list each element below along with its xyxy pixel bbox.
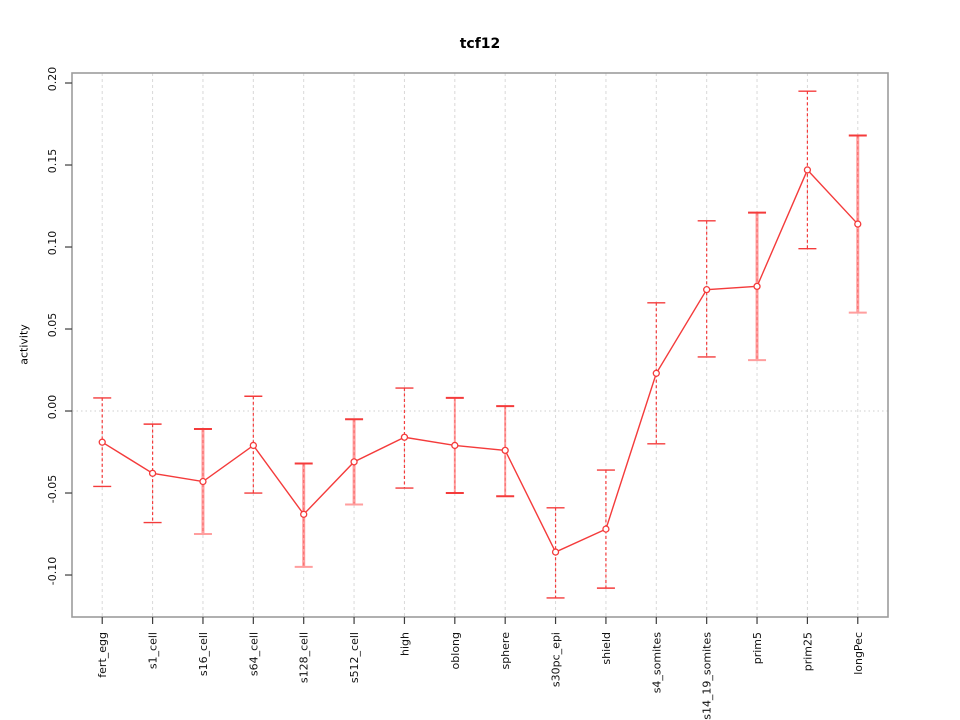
data-point [98, 438, 106, 446]
x-tick-label: shield [600, 632, 613, 665]
x-tick-label: s16_cell [197, 632, 210, 676]
y-tick-label: -0.10 [46, 557, 59, 585]
plot-border [71, 72, 889, 618]
data-point [803, 166, 812, 174]
x-tick-label: fert_egg [96, 632, 109, 678]
x-tick-label: prim5 [751, 632, 764, 664]
x-tick-label: oblong [449, 632, 462, 669]
data-point [451, 441, 459, 450]
data-point [249, 441, 257, 450]
x-tick-label: s64_cell [247, 632, 260, 676]
data-point [551, 548, 560, 556]
data-point [753, 282, 761, 291]
x-tick-label: high [398, 632, 411, 656]
y-tick-label: 0.20 [46, 67, 59, 92]
x-tick-label: sphere [499, 632, 512, 670]
data-point [854, 220, 862, 228]
x-tick-label: s14_19_somites [701, 632, 714, 720]
x-tick-label: s128_cell [298, 632, 311, 683]
y-tick-label: 0.05 [46, 313, 59, 338]
y-tick-label: 0.00 [46, 395, 59, 420]
y-tick-label: 0.10 [46, 231, 59, 256]
x-tick-label: prim25 [801, 632, 814, 671]
data-point [300, 510, 308, 518]
x-tick-label: s1_cell [147, 632, 160, 669]
data-point [400, 433, 409, 441]
data-point [602, 525, 610, 533]
data-point [350, 458, 358, 466]
x-tick-label: s512_cell [348, 632, 361, 683]
data-point [652, 369, 660, 377]
data-point [703, 285, 711, 294]
data-point [148, 469, 157, 477]
data-point [501, 446, 509, 455]
x-tick-label: s30pc_epi [550, 632, 563, 687]
x-tick-label: s4_somites [650, 632, 663, 694]
y-tick-label: 0.15 [46, 149, 59, 174]
y-tick-label: -0.05 [46, 475, 59, 503]
series-line [101, 168, 859, 553]
x-tick-label: longPec [852, 632, 865, 675]
chart-title: tcf12 [459, 36, 501, 52]
data-point [199, 477, 207, 486]
